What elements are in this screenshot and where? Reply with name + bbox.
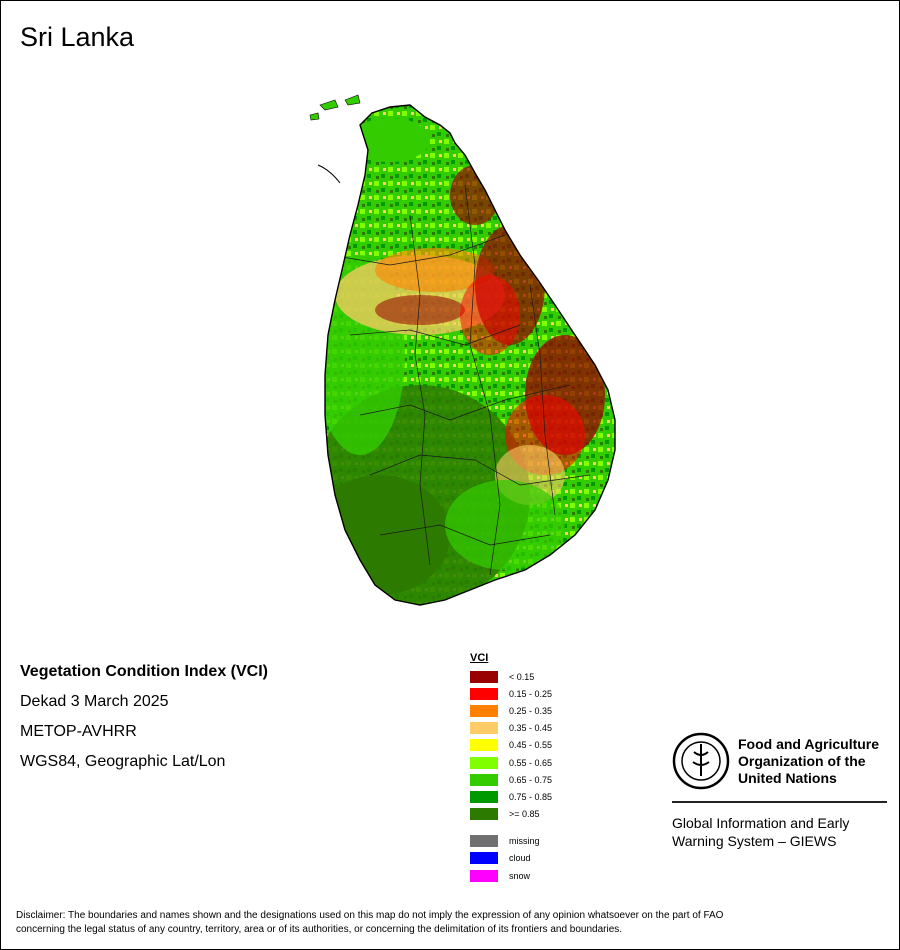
giews-label: Global Information and Early Warning Sys… [672,814,900,850]
legend-extra-row: missing [470,833,552,850]
legend-class-label: 0.25 - 0.35 [509,705,553,716]
legend-class-label: 0.55 - 0.65 [509,757,553,768]
legend-class-swatch [470,756,498,769]
legend-class-label: 0.75 - 0.85 [509,791,553,802]
legend-extra-label: snow [509,870,531,881]
giews-line1: Global Information and Early [672,815,850,831]
legend-class-label: >= 0.85 [509,809,540,820]
index-name: Vegetation Condition Index (VCI) [20,663,268,680]
legend-class-row: < 0.15 [470,668,552,685]
sensor-label: METOP-AVHRR [20,723,137,740]
legend-class-swatch [470,704,498,717]
legend-class-swatch [470,808,498,821]
disclaimer-line1: Disclaimer: The boundaries and names sho… [16,910,724,921]
period-label: Dekad 3 March 2025 [20,693,169,710]
legend-extra-label: missing [509,836,540,847]
legend-extra-label: cloud [509,853,531,864]
legend-class-label: 0.35 - 0.45 [509,723,553,734]
legend-class-swatch [470,773,498,786]
giews-line2: Warning System – GIEWS [672,833,837,849]
legend-class-swatch [470,722,498,735]
legend-class-swatch [470,790,498,803]
legend-class-row: 0.45 - 0.55 [470,737,552,754]
legend-class-row: 0.75 - 0.85 [470,788,552,805]
fao-name: Food and Agriculture Organization of the… [738,736,898,787]
legend-extra-row: cloud [470,850,552,867]
legend-class-row: 0.55 - 0.65 [470,754,552,771]
fao-divider [672,801,887,803]
fao-name-line1: Food and Agriculture [738,736,880,752]
projection-label: WGS84, Geographic Lat/Lon [20,753,226,770]
legend-title: VCI [470,652,489,664]
legend-class-row: 0.65 - 0.75 [470,771,552,788]
legend-class-row: 0.15 - 0.25 [470,685,552,702]
legend-class-row: 0.35 - 0.45 [470,720,552,737]
fao-name-line3: United Nations [738,770,837,786]
legend-class-label: 0.45 - 0.55 [509,740,553,751]
legend-class-row: 0.25 - 0.35 [470,702,552,719]
legend-extra-swatch [470,835,498,848]
legend-class-swatch [470,739,498,752]
vci-legend: VCI < 0.15 0.15 - 0.25 0.25 - 0.35 0.35 - 0… [470,652,552,884]
legend-extra-row: snow [470,867,552,884]
legend-extra-swatch [470,869,498,882]
disclaimer-line2: concerning the legal status of any count… [16,924,623,935]
fao-name-line2: Organization of the [738,753,866,769]
legend-class-swatch [470,687,498,700]
legend-class-row: >= 0.85 [470,806,552,823]
map-title: Sri Lanka [20,22,135,52]
legend-class-label: 0.15 - 0.25 [509,688,553,699]
map-info: Vegetation Condition Index (VCI) Dekad 3… [20,657,268,777]
legend-class-label: 0.65 - 0.75 [509,774,553,785]
legend-extra-swatch [470,852,498,865]
sri-lanka-map [309,94,616,606]
legend-class-label: < 0.15 [509,671,535,682]
legend-class-swatch [470,670,498,683]
fao-logo-icon [672,732,730,790]
disclaimer: Disclaimer: The boundaries and names sho… [16,909,886,937]
